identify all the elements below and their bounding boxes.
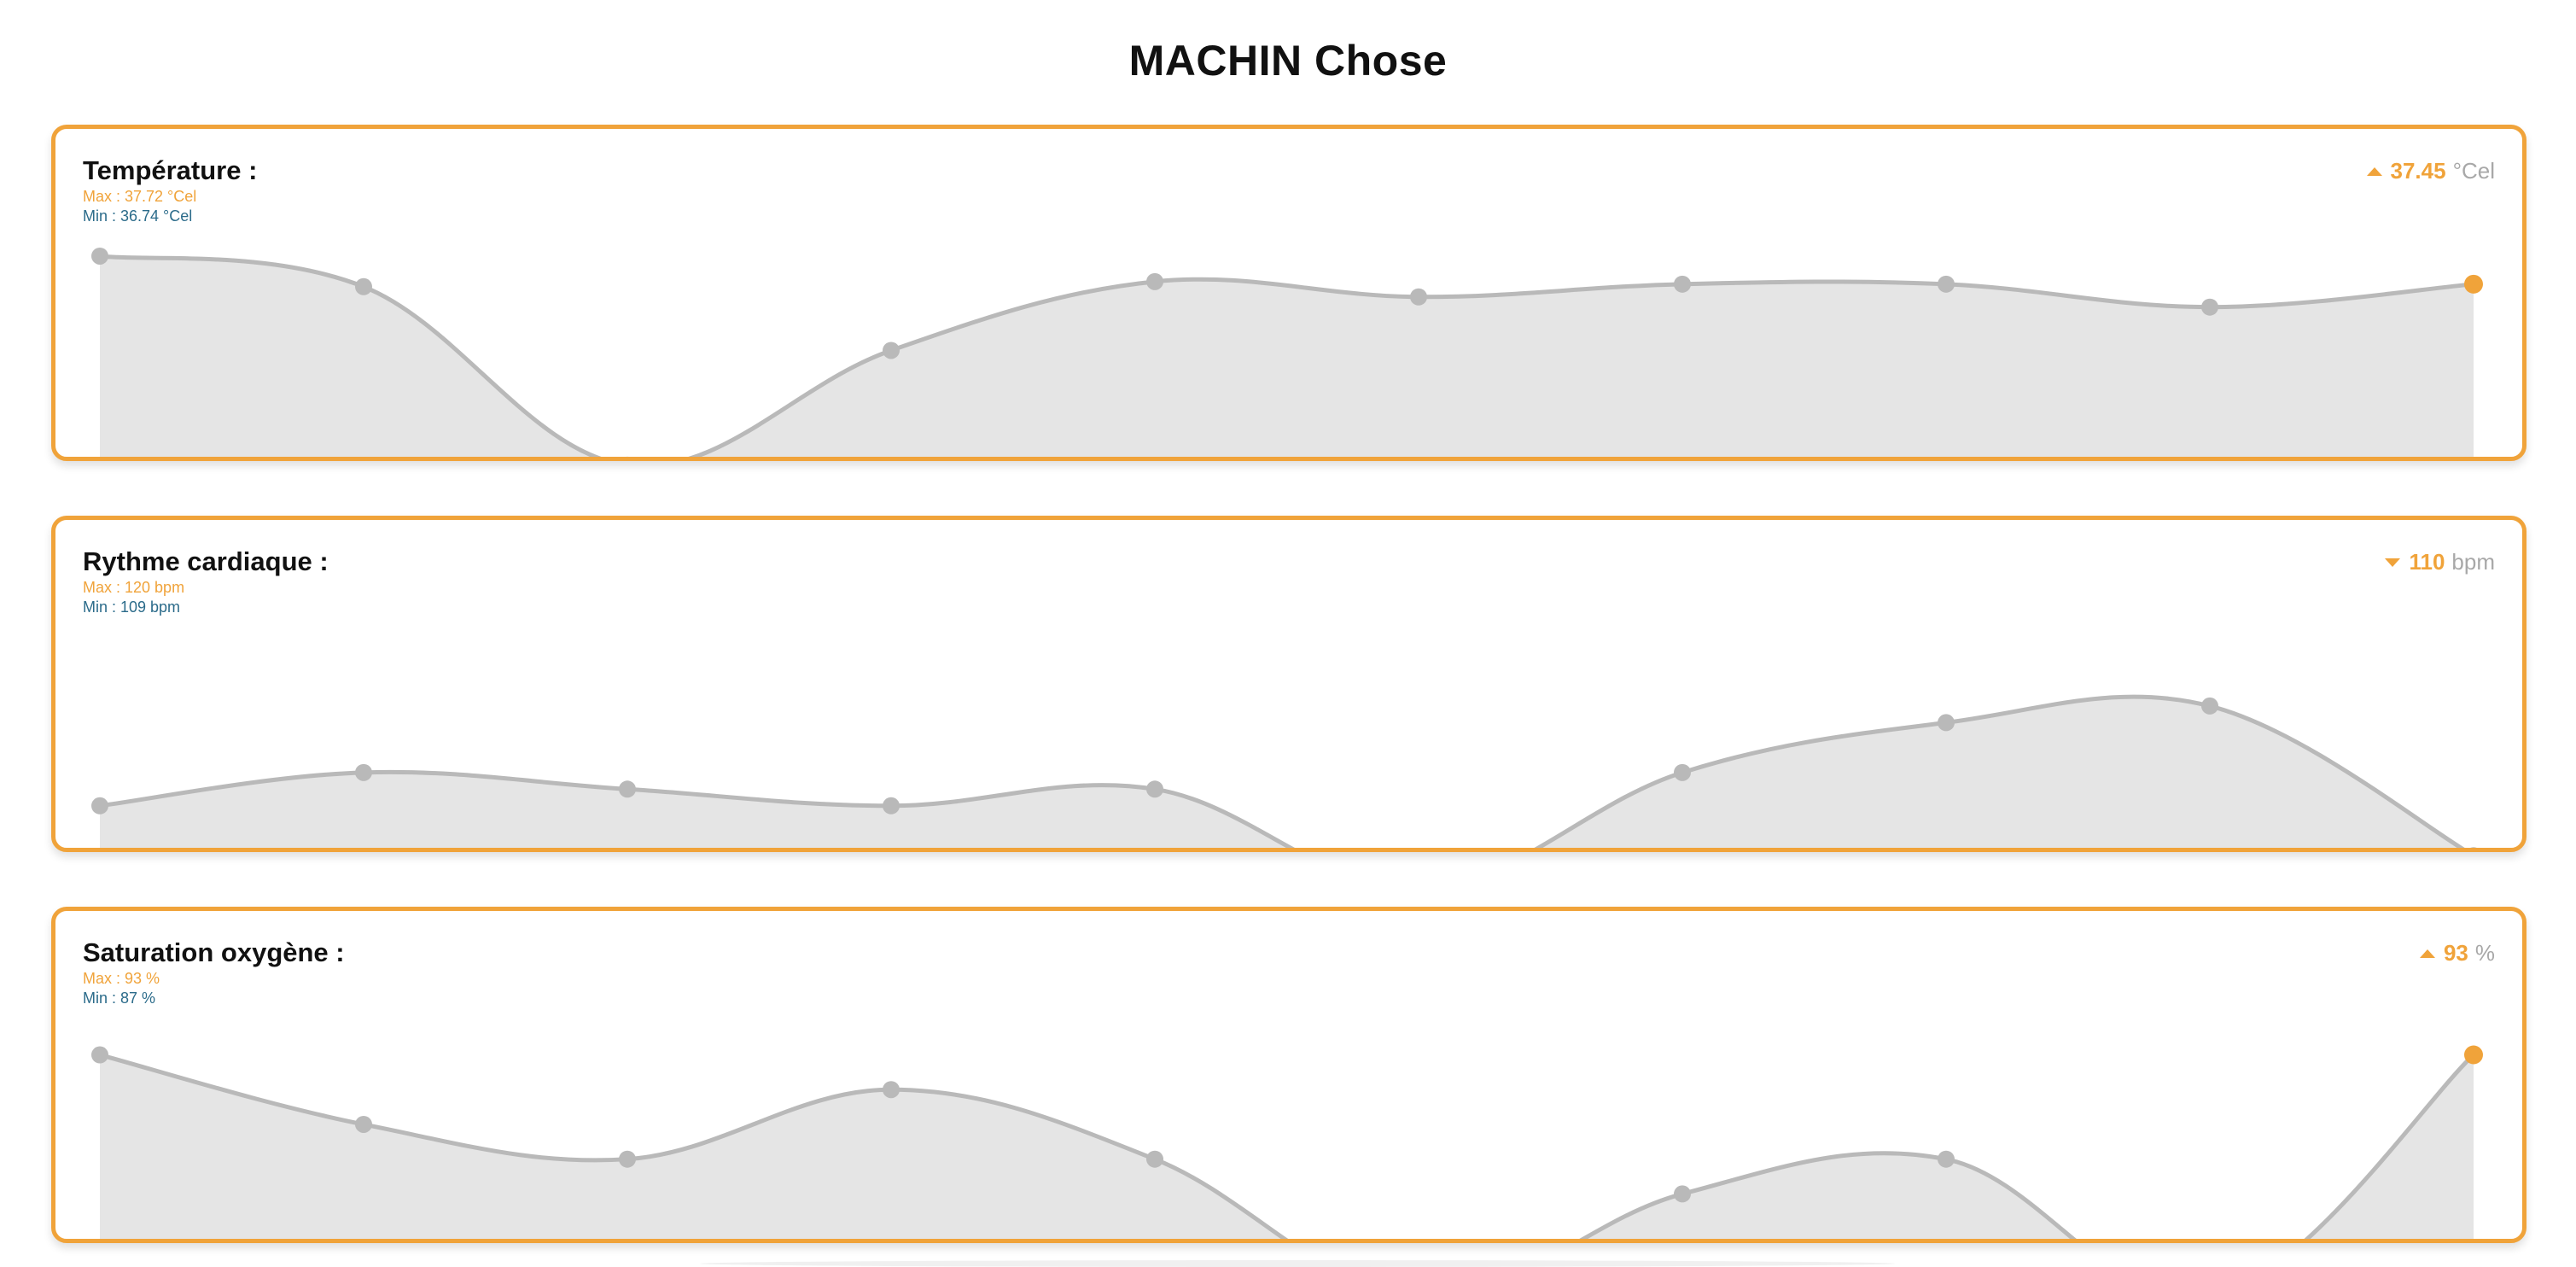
card-title: Saturation oxygène : [83, 937, 345, 967]
value-unit: % [2474, 940, 2495, 966]
min-label: Min : 36.74 °Cel [83, 207, 193, 225]
data-point[interactable] [2201, 298, 2218, 316]
data-point[interactable] [1410, 288, 1427, 306]
data-point[interactable] [355, 1115, 372, 1133]
value-number: 110 [2409, 549, 2445, 575]
value-number: 37.45 [2390, 158, 2446, 184]
data-point[interactable] [1146, 1150, 1163, 1168]
series-area [100, 1054, 2474, 1239]
data-point[interactable] [1146, 272, 1163, 290]
current-value: 93 % [2419, 940, 2495, 966]
value-unit: °Cel [2452, 158, 2495, 184]
data-point[interactable] [1146, 780, 1163, 798]
data-point[interactable] [1938, 1150, 1955, 1168]
card-header: Rythme cardiaque : Max : 120 bpm Min : 1… [83, 546, 329, 617]
data-point[interactable] [91, 247, 108, 265]
temperature-chart [91, 247, 2483, 457]
card-header: Saturation oxygène : Max : 93 % Min : 87… [83, 937, 345, 1008]
data-point[interactable] [91, 1046, 108, 1064]
series-line [99, 254, 2474, 457]
data-point[interactable] [619, 780, 636, 798]
data-point[interactable] [883, 797, 900, 814]
min-label: Min : 109 bpm [83, 598, 181, 616]
caret-up-icon [2419, 949, 2435, 958]
max-label: Max : 120 bpm [83, 579, 185, 596]
data-point[interactable] [883, 342, 900, 359]
max-label: Max : 37.72 °Cel [83, 188, 197, 205]
min-label: Min : 87 % [83, 990, 156, 1007]
current-data-point[interactable] [2464, 1045, 2483, 1065]
data-point[interactable] [91, 797, 108, 814]
data-point[interactable] [2201, 697, 2218, 715]
current-value: 37.45 °Cel [2366, 158, 2495, 184]
data-point[interactable] [1674, 1185, 1691, 1203]
data-point[interactable] [1938, 714, 1955, 732]
caret-up-icon [2366, 166, 2382, 176]
series-line [99, 694, 2465, 848]
card-title: Température : [83, 155, 258, 185]
data-point[interactable] [619, 1150, 636, 1168]
data-point[interactable] [355, 277, 372, 295]
data-point[interactable] [1938, 275, 1955, 293]
current-value: 110 bpm [2385, 549, 2495, 575]
data-point[interactable] [1674, 275, 1691, 293]
data-point[interactable] [883, 1081, 900, 1099]
card-title: Rythme cardiaque : [83, 546, 329, 576]
card-header: Température : Max : 37.72 °Cel Min : 36.… [83, 155, 257, 226]
series-area [100, 255, 2474, 457]
heart-rate-chart [91, 694, 2482, 848]
oxygen-saturation-chart [91, 1045, 2483, 1239]
heart-rate-card: Rythme cardiaque : Max : 120 bpm Min : 1… [51, 516, 2526, 852]
current-data-point[interactable] [2464, 274, 2483, 294]
caret-down-icon [2385, 558, 2401, 567]
data-point[interactable] [355, 763, 372, 781]
temperature-card: Température : Max : 37.72 °Cel Min : 36.… [51, 125, 2526, 461]
data-point[interactable] [1674, 763, 1691, 781]
max-label: Max : 93 % [83, 970, 160, 987]
series-line [99, 1053, 2475, 1239]
value-number: 93 [2443, 940, 2468, 966]
oxygen-saturation-card: Saturation oxygène : Max : 93 % Min : 87… [51, 907, 2526, 1243]
value-unit: bpm [2451, 549, 2495, 575]
bottom-shadow [700, 1260, 1895, 1267]
page-title: MACHIN Chose [1128, 37, 1448, 85]
data-point[interactable] [2465, 847, 2482, 848]
